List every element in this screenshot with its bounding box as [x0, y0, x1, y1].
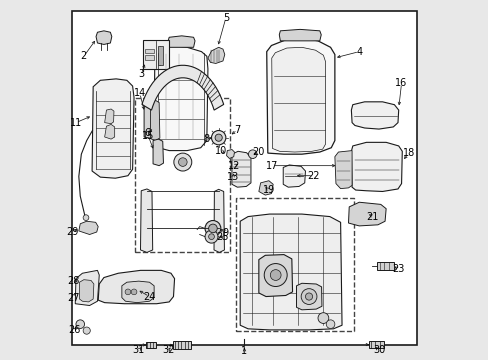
- Circle shape: [317, 313, 328, 323]
- Bar: [135, 98, 230, 252]
- Text: 22: 22: [306, 171, 319, 181]
- Polygon shape: [150, 100, 160, 140]
- Text: 13: 13: [226, 172, 239, 182]
- Circle shape: [178, 158, 187, 166]
- Text: 3: 3: [138, 69, 144, 79]
- Circle shape: [305, 293, 312, 300]
- Text: 32: 32: [162, 345, 174, 355]
- Circle shape: [208, 234, 214, 239]
- Bar: [376, 262, 394, 270]
- Polygon shape: [122, 281, 154, 303]
- Text: 1: 1: [241, 346, 247, 356]
- Polygon shape: [140, 189, 152, 252]
- Circle shape: [204, 221, 221, 236]
- Bar: [145, 55, 154, 59]
- Polygon shape: [168, 36, 195, 47]
- Bar: [145, 49, 154, 53]
- Text: 17: 17: [266, 161, 278, 171]
- Text: 28: 28: [67, 276, 79, 286]
- Polygon shape: [240, 214, 341, 330]
- Polygon shape: [258, 255, 292, 297]
- Circle shape: [215, 134, 222, 141]
- Text: 6: 6: [143, 128, 150, 138]
- Circle shape: [211, 131, 225, 145]
- Text: 12: 12: [228, 161, 240, 171]
- Polygon shape: [96, 31, 112, 44]
- Text: 7: 7: [234, 125, 240, 135]
- Text: 29: 29: [66, 227, 79, 237]
- Text: 20: 20: [251, 147, 264, 157]
- Text: 4: 4: [355, 46, 362, 57]
- Polygon shape: [258, 181, 273, 195]
- Circle shape: [270, 270, 281, 280]
- Text: 25: 25: [216, 232, 229, 242]
- Polygon shape: [142, 65, 224, 110]
- Circle shape: [325, 320, 334, 328]
- Polygon shape: [348, 202, 386, 226]
- Circle shape: [204, 230, 218, 243]
- Bar: [235, 198, 353, 330]
- Text: 9: 9: [223, 228, 228, 238]
- Circle shape: [76, 320, 84, 328]
- Text: 14: 14: [133, 88, 145, 98]
- Polygon shape: [98, 270, 174, 304]
- Text: 23: 23: [391, 264, 404, 274]
- Circle shape: [301, 289, 316, 305]
- Polygon shape: [266, 39, 334, 154]
- Text: 31: 31: [132, 345, 144, 355]
- Bar: [146, 342, 156, 348]
- Polygon shape: [80, 280, 94, 302]
- Polygon shape: [271, 47, 325, 152]
- Text: 18: 18: [402, 148, 414, 158]
- Text: 16: 16: [395, 78, 407, 88]
- Polygon shape: [154, 45, 207, 150]
- Polygon shape: [351, 102, 398, 129]
- Circle shape: [83, 215, 89, 221]
- Bar: [368, 341, 383, 348]
- Polygon shape: [351, 142, 402, 192]
- Polygon shape: [75, 270, 99, 306]
- Text: 8: 8: [203, 134, 209, 144]
- Text: 26: 26: [68, 325, 80, 335]
- Circle shape: [131, 289, 137, 295]
- Polygon shape: [283, 165, 305, 187]
- Text: 27: 27: [67, 293, 79, 303]
- Text: 24: 24: [143, 292, 155, 302]
- Circle shape: [248, 150, 257, 158]
- Circle shape: [125, 289, 131, 295]
- Polygon shape: [231, 151, 250, 187]
- Bar: [143, 40, 169, 69]
- Polygon shape: [334, 150, 351, 189]
- Bar: [173, 341, 191, 349]
- Text: 15: 15: [142, 131, 154, 141]
- Text: 11: 11: [70, 118, 82, 128]
- Bar: [158, 45, 163, 65]
- Polygon shape: [207, 47, 224, 63]
- Polygon shape: [104, 109, 114, 124]
- Text: 5: 5: [222, 13, 228, 23]
- Polygon shape: [144, 100, 155, 138]
- Circle shape: [174, 153, 191, 171]
- Polygon shape: [153, 139, 163, 166]
- Circle shape: [83, 327, 90, 334]
- Polygon shape: [92, 79, 134, 178]
- Polygon shape: [279, 30, 321, 41]
- Text: 30: 30: [372, 345, 385, 355]
- Text: 10: 10: [215, 145, 227, 156]
- Circle shape: [208, 224, 217, 233]
- Polygon shape: [104, 125, 115, 139]
- Text: 21: 21: [366, 212, 378, 221]
- Text: 19: 19: [262, 185, 274, 195]
- Polygon shape: [214, 189, 224, 252]
- Text: 2: 2: [81, 51, 87, 61]
- Polygon shape: [226, 149, 234, 158]
- Circle shape: [264, 264, 286, 287]
- Polygon shape: [79, 221, 98, 234]
- Polygon shape: [296, 283, 321, 310]
